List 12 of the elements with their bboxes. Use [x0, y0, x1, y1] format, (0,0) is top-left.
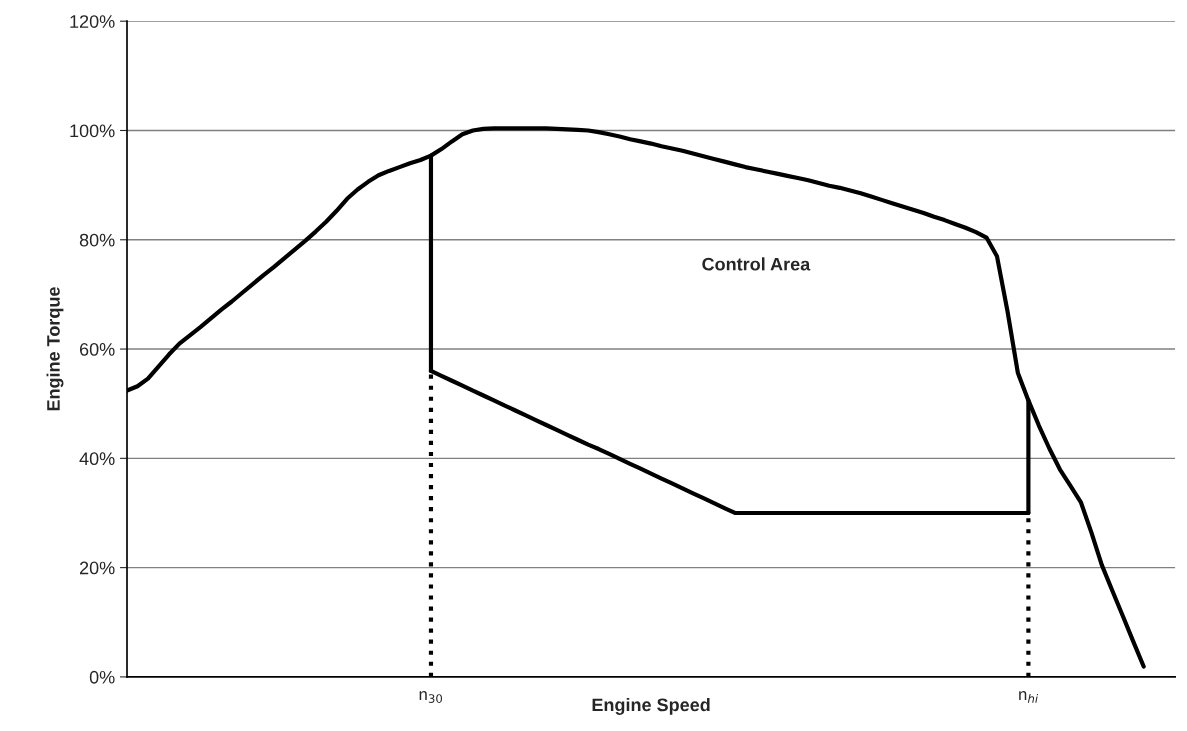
annotation: Control Area — [702, 257, 811, 271]
y-axis-title: Engine Torque — [46, 287, 64, 411]
x-tick-label: n$_{30}$ — [419, 691, 443, 703]
y-tick-label: 60% — [79, 342, 115, 356]
y-tick-label: 120% — [70, 15, 115, 28]
y-tick-label: 80% — [79, 233, 115, 247]
y-tick-label: 20% — [79, 561, 115, 575]
y-tick-label: 40% — [79, 452, 115, 466]
x-tick-label: n$_{hi}$ — [1019, 691, 1039, 703]
y-tick-label: 100% — [70, 124, 115, 138]
y-tick-label: 0% — [89, 670, 115, 684]
x-axis-title: Engine Speed — [592, 698, 710, 715]
